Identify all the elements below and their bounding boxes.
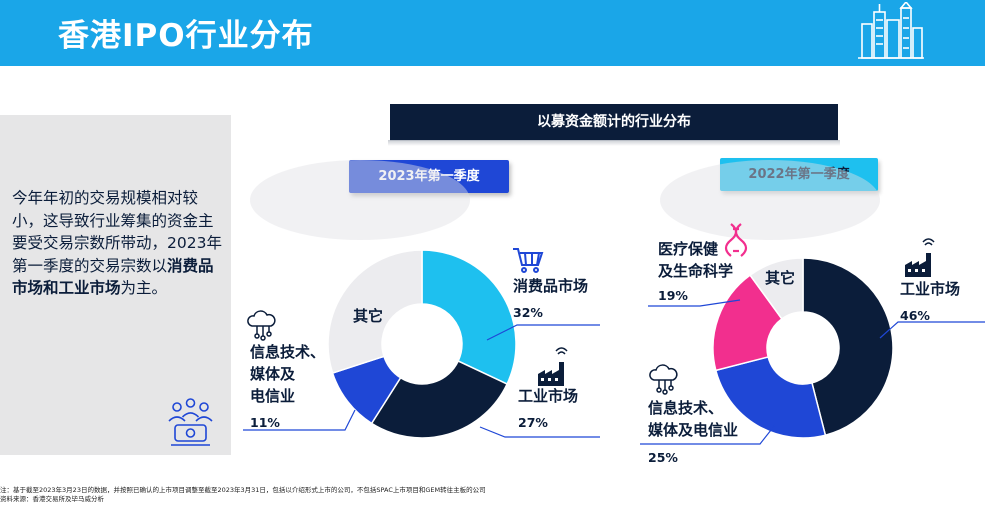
slice-label: 信息技术、 [250,343,325,361]
slice-label: 媒体及 [250,365,296,383]
slice-label: 电信业 [250,387,295,405]
slice-label: 消费品市场 [513,277,588,295]
donut-slice [714,356,827,439]
dna-icon [724,223,748,257]
chart-banner: 以募资金额计的行业分布 [390,104,838,141]
slice-value: 32% [513,305,543,320]
slice-value: 11% [250,415,280,430]
slice-label: 医疗保健 [658,240,718,258]
leader-line [640,424,776,445]
slice-label: 及生命科学 [658,262,733,280]
slice-label: 媒体及电信业 [648,421,738,439]
slice-label: 工业市场 [518,387,578,405]
cloud-icon [649,364,678,395]
header-bar: 香港IPO行业分布 [0,0,985,66]
people-coins-icon [168,398,213,446]
donut-slice [802,257,894,437]
slice-value: 25% [648,450,678,465]
summary-text: 今年年初的交易规模相对较小，这导致行业筹集的资金主要受交易宗数所带动，2023年… [12,187,227,300]
slice-label: 工业市场 [900,280,960,298]
leader-line [879,321,985,339]
factory-icon [538,347,568,386]
city-skyline-icon [858,2,924,59]
summary-panel [0,115,231,455]
slice-label: 信息技术、 [648,399,723,417]
chart-1-title: 2023年第一季度 [349,160,509,193]
donut-slice [712,274,783,372]
leader-line [648,299,741,307]
leader-line [479,426,600,438]
summary-text-end: 为主。 [120,279,168,297]
slice-value: 46% [900,308,930,323]
donut-slice [370,360,509,439]
banner-shadow [388,140,840,146]
summary-text-part: 今年年初的交易规模相对较小，这导致行业筹集的资金主要受交易宗数所带动，2023年… [12,189,222,275]
slice-label: 其它 [765,269,795,287]
factory-icon [905,238,935,277]
donut-slice [749,257,804,320]
slice-value: 27% [518,415,548,430]
footnote: 注：基于截至2023年3月23日的数据，并按照已确认的上市项目调整至截至2023… [0,486,486,494]
donut-shadow [660,160,880,240]
chart-2-title: 2022年第一季度 [720,158,878,191]
slice-label: 其它 [353,307,383,325]
cart-icon [513,248,544,273]
cloud-icon [247,310,276,341]
donut-shadow [250,160,470,240]
slice-value: 19% [658,288,688,303]
donut-slice [327,249,423,374]
donut-slice [421,249,517,386]
summary-text-highlight: 消费品市场和工业市场 [12,256,214,298]
leader-line [243,409,356,431]
leader-line [486,324,600,341]
page-title: 香港IPO行业分布 [58,18,314,54]
source-note: 资料来源：香港交易所及毕马威分析 [0,495,104,503]
